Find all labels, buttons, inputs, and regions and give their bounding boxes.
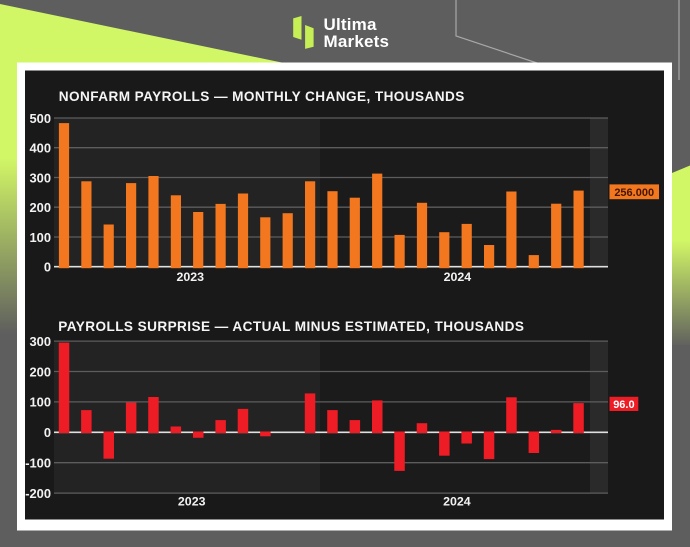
svg-text:Ultima: Ultima (324, 15, 378, 34)
svg-text:100: 100 (29, 395, 51, 410)
svg-text:100: 100 (29, 230, 51, 245)
svg-text:Markets: Markets (324, 32, 390, 51)
svg-text:300: 300 (29, 170, 51, 185)
svg-text:200: 200 (29, 200, 51, 215)
svg-text:500: 500 (29, 111, 51, 126)
svg-text:256.000: 256.000 (614, 187, 654, 199)
svg-text:400: 400 (29, 141, 51, 156)
svg-text:300: 300 (29, 334, 51, 349)
svg-text:NONFARM PAYROLLS — MONTHLY CHA: NONFARM PAYROLLS — MONTHLY CHANGE, THOUS… (59, 89, 465, 104)
svg-text:2023: 2023 (178, 494, 206, 508)
svg-text:2024: 2024 (444, 270, 472, 284)
svg-text:PAYROLLS SURPRISE — ACTUAL MIN: PAYROLLS SURPRISE — ACTUAL MINUS ESTIMAT… (58, 319, 524, 334)
svg-text:-200: -200 (25, 486, 51, 501)
svg-text:200: 200 (29, 364, 51, 379)
svg-text:-100: -100 (25, 456, 51, 471)
svg-text:0: 0 (44, 425, 51, 440)
svg-text:96.0: 96.0 (613, 399, 634, 411)
svg-text:2023: 2023 (177, 270, 205, 284)
svg-text:2024: 2024 (443, 494, 471, 508)
svg-text:0: 0 (44, 260, 51, 275)
